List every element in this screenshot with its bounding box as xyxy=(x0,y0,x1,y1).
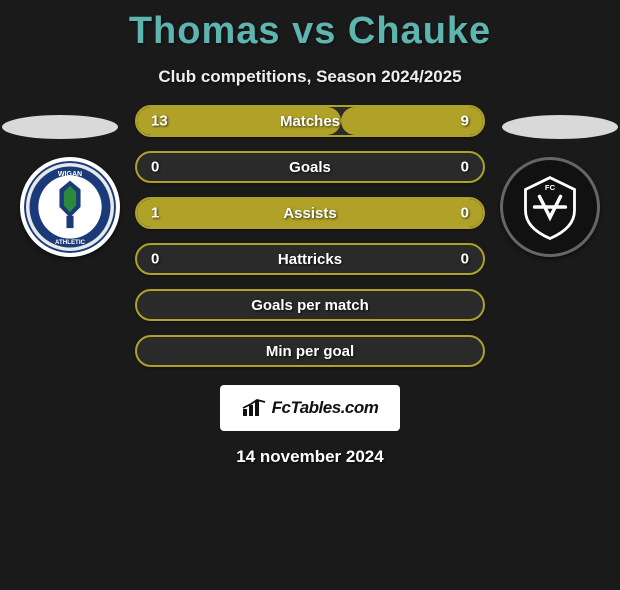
stat-bar: 0 0 Hattricks xyxy=(135,243,485,275)
stat-value-right: 9 xyxy=(461,113,469,130)
academico-viseu-icon: FC xyxy=(515,172,585,242)
club-badge-right: FC xyxy=(500,157,600,257)
stat-label: Assists xyxy=(283,205,336,222)
stat-value-left: 1 xyxy=(151,205,159,222)
date-label: 14 november 2024 xyxy=(0,447,620,467)
shadow-ellipse-left xyxy=(2,115,118,139)
stat-label: Min per goal xyxy=(266,343,354,360)
svg-text:FC: FC xyxy=(545,183,556,192)
stat-label: Matches xyxy=(280,113,340,130)
stat-label: Goals xyxy=(289,159,331,176)
subtitle: Club competitions, Season 2024/2025 xyxy=(0,67,620,87)
stat-label: Hattricks xyxy=(278,251,342,268)
stat-bar: 1 0 Assists xyxy=(135,197,485,229)
svg-text:ATHLETIC: ATHLETIC xyxy=(55,239,86,246)
club-badge-left: WIGAN ATHLETIC xyxy=(20,157,120,257)
shadow-ellipse-right xyxy=(502,115,618,139)
stat-value-right: 0 xyxy=(461,251,469,268)
stat-bar: Goals per match xyxy=(135,289,485,321)
wigan-athletic-icon: WIGAN ATHLETIC xyxy=(26,163,114,251)
stat-value-left: 0 xyxy=(151,159,159,176)
stat-value-right: 0 xyxy=(461,205,469,222)
comparison-panel: WIGAN ATHLETIC FC 13 9 Matches 0 0 Goals 1 0 Ass… xyxy=(0,105,620,367)
page-title: Thomas vs Chauke xyxy=(0,10,620,53)
chart-icon xyxy=(242,399,268,417)
stat-value-right: 0 xyxy=(461,159,469,176)
stat-bar: 13 9 Matches xyxy=(135,105,485,137)
stat-bar: Min per goal xyxy=(135,335,485,367)
stat-bar: 0 0 Goals xyxy=(135,151,485,183)
stat-value-left: 0 xyxy=(151,251,159,268)
stat-value-left: 13 xyxy=(151,113,168,130)
watermark-text: FcTables.com xyxy=(272,398,379,418)
svg-text:WIGAN: WIGAN xyxy=(58,171,82,178)
stat-label: Goals per match xyxy=(251,297,369,314)
watermark[interactable]: FcTables.com xyxy=(220,385,400,431)
stats-bars: 13 9 Matches 0 0 Goals 1 0 Assists 0 0 Hattricks Goa… xyxy=(135,105,485,367)
